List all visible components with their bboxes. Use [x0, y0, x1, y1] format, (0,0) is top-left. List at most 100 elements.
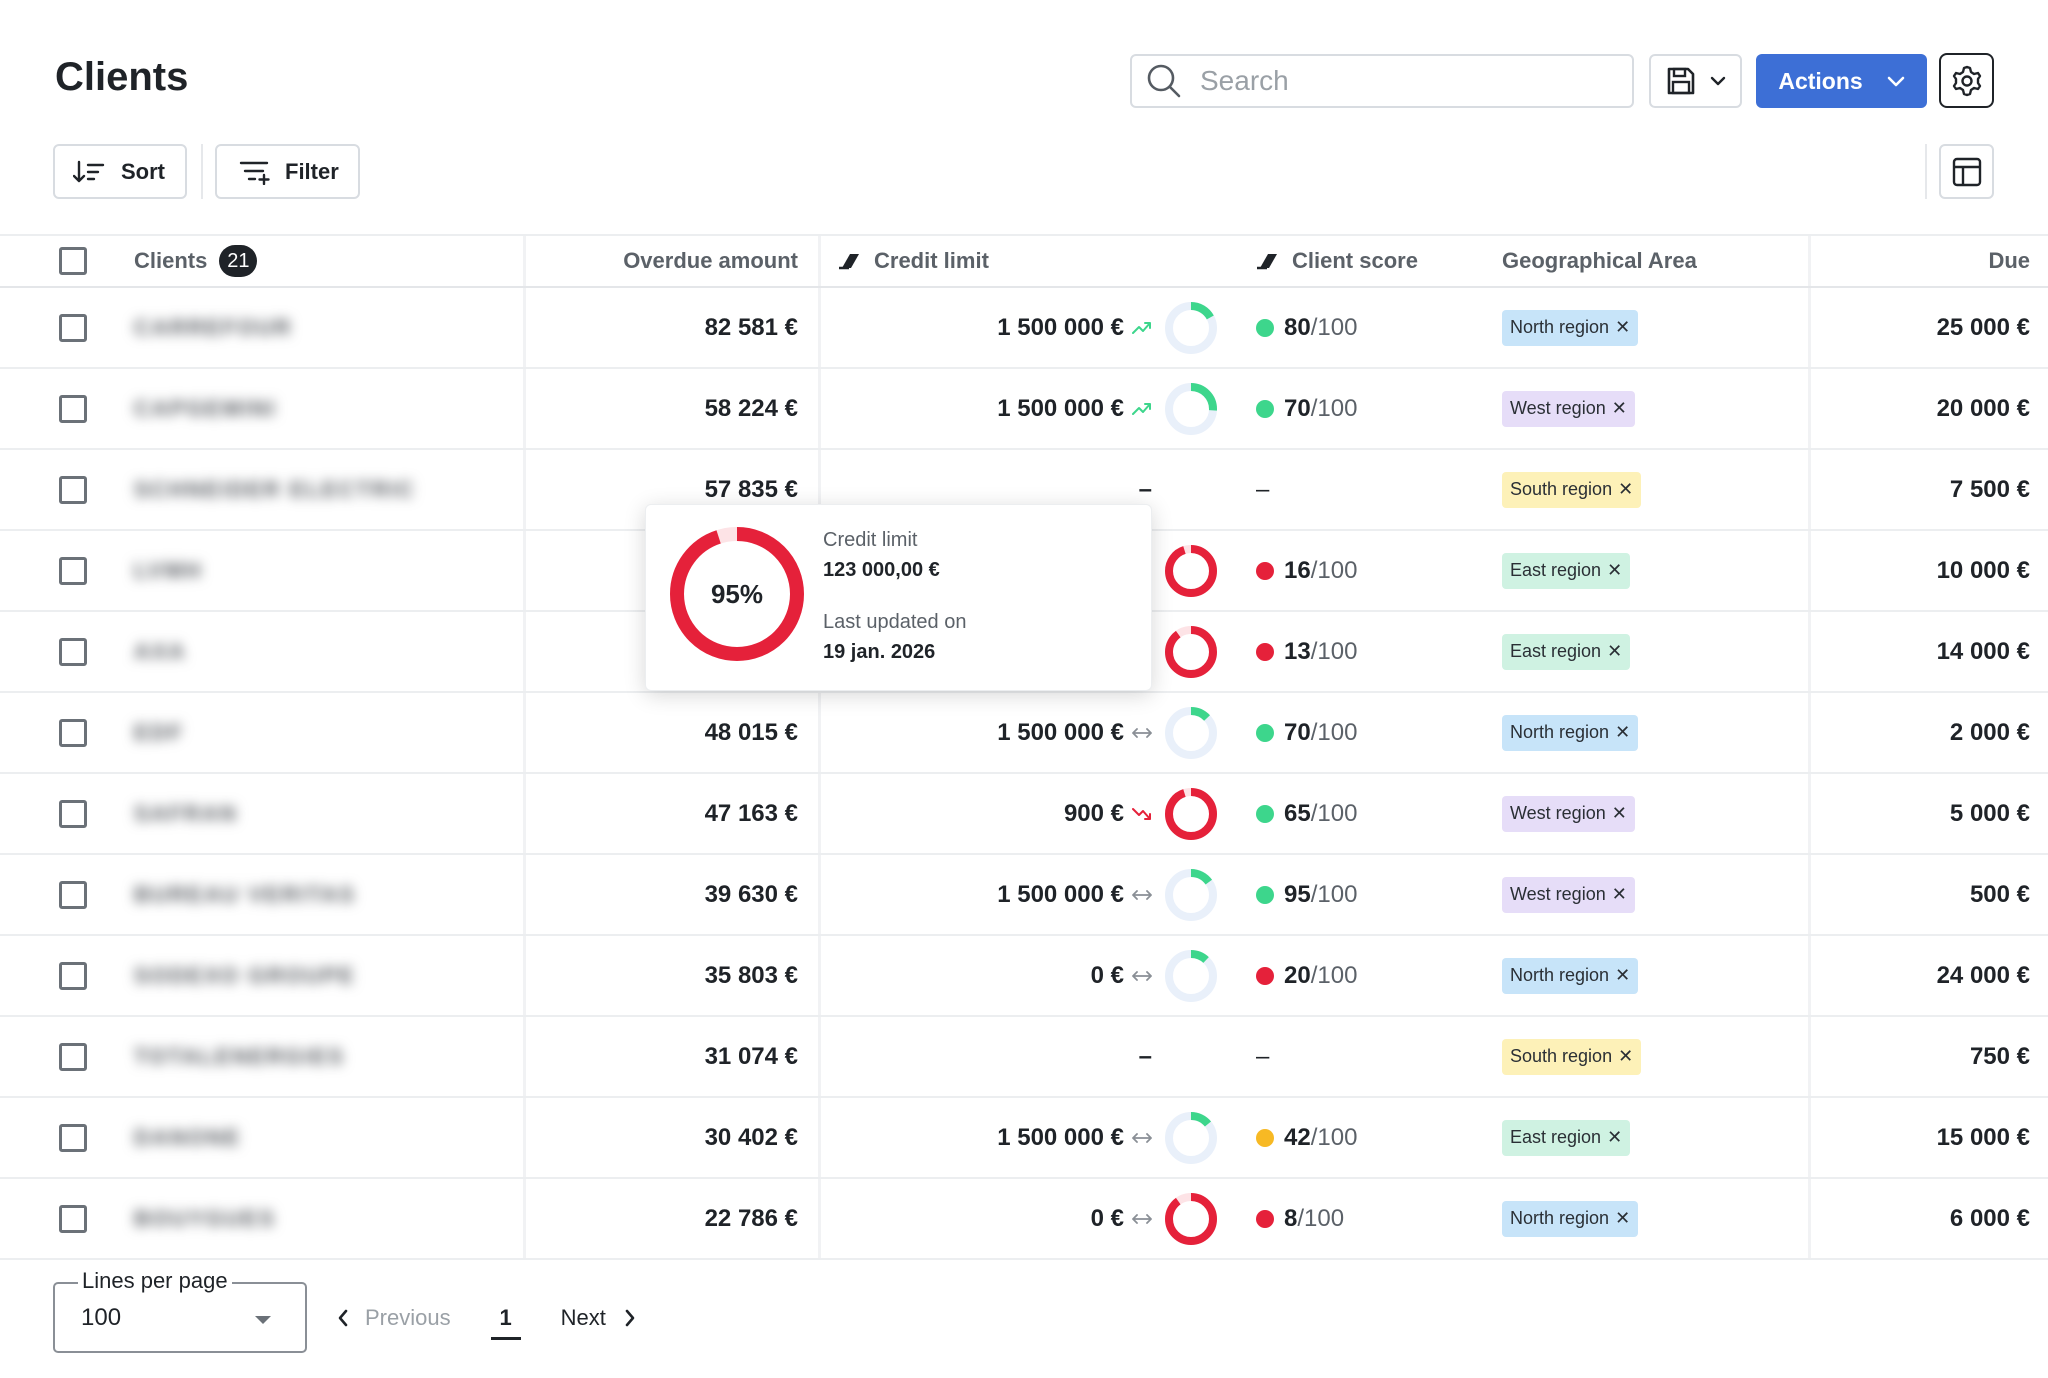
credit-usage-donut[interactable] — [1163, 1110, 1219, 1166]
region-tag[interactable]: North region ✕ — [1502, 309, 1639, 346]
region-tag[interactable]: North region ✕ — [1502, 714, 1639, 751]
region-tag[interactable]: East region ✕ — [1502, 552, 1631, 589]
table-row[interactable]: EDF 48 015 € 1 500 000 € 70/100 North region… — [0, 693, 2048, 774]
close-icon[interactable]: ✕ — [1611, 803, 1627, 823]
region-tag[interactable]: South region ✕ — [1502, 1038, 1642, 1075]
client-name[interactable]: LVMH — [134, 557, 203, 583]
table-row[interactable]: SAFRAN 47 163 € 900 € 65/100 West region ✕ 5 0… — [0, 774, 2048, 855]
filter-button[interactable]: Filter — [215, 144, 360, 199]
row-checkbox[interactable] — [59, 1042, 87, 1071]
row-checkbox[interactable] — [59, 475, 87, 504]
column-header-clients[interactable]: Clients 21 — [134, 236, 514, 286]
due-amount: 2 000 € — [1949, 718, 2030, 746]
due-amount: 10 000 € — [1936, 556, 2030, 584]
column-header-geo[interactable]: Geographical Area — [1502, 248, 1697, 273]
due-amount: 24 000 € — [1936, 961, 2030, 989]
credit-usage-donut[interactable] — [1163, 786, 1219, 842]
actions-button[interactable]: Actions — [1756, 54, 1927, 108]
row-checkbox[interactable] — [59, 313, 87, 342]
client-name[interactable]: TOTALENERGIES — [134, 1043, 345, 1069]
client-name[interactable]: EDF — [134, 719, 184, 745]
table-row[interactable]: BOUYGUES 22 786 € 0 € 8/100 North region ✕ 6 0… — [0, 1179, 2048, 1260]
sort-button[interactable]: Sort — [53, 144, 187, 199]
columns-button[interactable] — [1939, 144, 1994, 199]
client-name[interactable]: CAPGEMINI — [134, 395, 277, 421]
column-header-overdue[interactable]: Overdue amount — [623, 248, 798, 273]
table-row[interactable]: CAPGEMINI 58 224 € 1 500 000 € 70/100 West r… — [0, 369, 2048, 450]
previous-page-button[interactable]: Previous — [337, 1305, 451, 1331]
credit-usage-donut[interactable] — [1163, 948, 1219, 1004]
table-row[interactable]: AXA 13/100 East region ✕ 14 000 € — [0, 612, 2048, 693]
due-amount: 7 500 € — [1949, 475, 2030, 503]
column-header-credit[interactable]: Credit limit — [838, 236, 1160, 286]
row-checkbox[interactable] — [59, 1123, 87, 1152]
client-name[interactable]: SODEXO GROUPE — [134, 962, 356, 988]
close-icon[interactable]: ✕ — [1615, 1208, 1631, 1228]
credit-usage-donut[interactable] — [1163, 300, 1219, 356]
row-checkbox[interactable] — [59, 556, 87, 585]
client-name[interactable]: BUREAU VERITAS — [134, 881, 356, 907]
clients-count-badge: 21 — [219, 245, 258, 277]
client-name[interactable]: BOUYGUES — [134, 1205, 276, 1231]
table-row[interactable]: CARREFOUR 82 581 € 1 500 000 € 80/100 North … — [0, 288, 2048, 369]
column-divider — [818, 855, 821, 934]
close-icon[interactable]: ✕ — [1615, 722, 1631, 742]
region-tag[interactable]: North region ✕ — [1502, 1200, 1639, 1237]
client-name[interactable]: DANONE — [134, 1124, 242, 1150]
close-icon[interactable]: ✕ — [1607, 641, 1623, 661]
region-tag[interactable]: North region ✕ — [1502, 957, 1639, 994]
table-row[interactable]: TOTALENERGIES 31 074 € – – South region ✕ 750 … — [0, 1017, 2048, 1098]
client-name[interactable]: SCHNEIDER ELECTRIC — [134, 476, 416, 502]
close-icon[interactable]: ✕ — [1611, 884, 1627, 904]
search-input[interactable] — [1200, 65, 1600, 97]
column-header-score[interactable]: Client score — [1256, 236, 1456, 286]
table-row[interactable]: DANONE 30 402 € 1 500 000 € 42/100 East regi… — [0, 1098, 2048, 1179]
caret-down-icon — [255, 1316, 271, 1324]
score-status-dot — [1256, 642, 1274, 661]
credit-usage-donut[interactable] — [1163, 1191, 1219, 1247]
client-name[interactable]: AXA — [134, 638, 187, 664]
row-checkbox[interactable] — [59, 718, 87, 747]
row-checkbox[interactable] — [59, 799, 87, 828]
region-tag[interactable]: West region ✕ — [1502, 795, 1635, 832]
close-icon[interactable]: ✕ — [1611, 398, 1627, 418]
select-all-checkbox[interactable] — [59, 247, 87, 275]
row-checkbox[interactable] — [59, 880, 87, 909]
region-tag[interactable]: East region ✕ — [1502, 1119, 1631, 1156]
chevron-down-icon — [1710, 76, 1725, 86]
close-icon[interactable]: ✕ — [1618, 479, 1634, 499]
lines-per-page-select[interactable]: Lines per page 100 — [53, 1268, 307, 1353]
current-page[interactable]: 1 — [490, 1297, 521, 1340]
credit-usage-donut[interactable] — [1163, 543, 1219, 599]
region-tag[interactable]: West region ✕ — [1502, 390, 1635, 427]
table-row[interactable]: SODEXO GROUPE 35 803 € 0 € 20/100 North regi… — [0, 936, 2048, 1017]
close-icon[interactable]: ✕ — [1607, 1127, 1623, 1147]
row-checkbox[interactable] — [59, 1204, 87, 1233]
row-checkbox[interactable] — [59, 961, 87, 990]
save-view-button[interactable] — [1649, 54, 1742, 108]
region-tag[interactable]: South region ✕ — [1502, 471, 1642, 508]
credit-usage-donut[interactable] — [1163, 705, 1219, 761]
region-tag[interactable]: East region ✕ — [1502, 633, 1631, 670]
region-tag[interactable]: West region ✕ — [1502, 876, 1635, 913]
row-checkbox[interactable] — [59, 394, 87, 423]
column-header-due[interactable]: Due — [1988, 248, 2030, 273]
close-icon[interactable]: ✕ — [1618, 1046, 1634, 1066]
client-name[interactable]: SAFRAN — [134, 800, 238, 826]
next-page-button[interactable]: Next — [561, 1305, 636, 1331]
filter-icon — [239, 161, 270, 185]
table-row[interactable]: BUREAU VERITAS 39 630 € 1 500 000 € 95/100 W… — [0, 855, 2048, 936]
close-icon[interactable]: ✕ — [1607, 560, 1623, 580]
client-name[interactable]: CARREFOUR — [134, 314, 293, 340]
settings-button[interactable] — [1939, 53, 1994, 108]
search-box[interactable] — [1130, 54, 1634, 108]
column-divider — [1808, 1179, 1811, 1258]
credit-usage-donut[interactable] — [1163, 624, 1219, 680]
column-divider — [1808, 1017, 1811, 1096]
close-icon[interactable]: ✕ — [1615, 317, 1631, 337]
score-status-dot — [1256, 804, 1274, 823]
close-icon[interactable]: ✕ — [1615, 965, 1631, 985]
row-checkbox[interactable] — [59, 637, 87, 666]
credit-usage-donut[interactable] — [1163, 381, 1219, 437]
credit-usage-donut[interactable] — [1163, 867, 1219, 923]
